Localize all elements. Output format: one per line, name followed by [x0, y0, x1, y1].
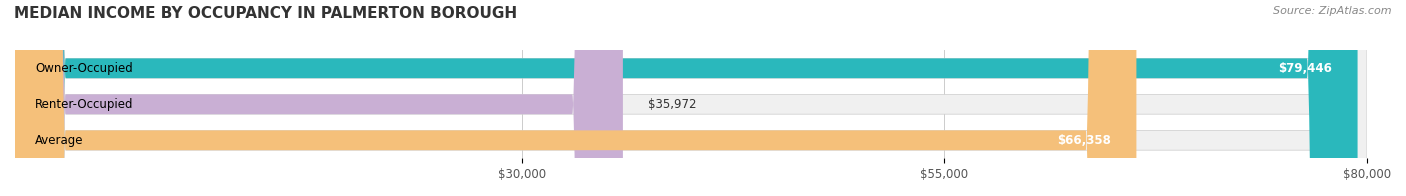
FancyBboxPatch shape [15, 0, 1358, 196]
Text: Owner-Occupied: Owner-Occupied [35, 62, 134, 75]
FancyBboxPatch shape [15, 0, 1136, 196]
Text: MEDIAN INCOME BY OCCUPANCY IN PALMERTON BOROUGH: MEDIAN INCOME BY OCCUPANCY IN PALMERTON … [14, 6, 517, 21]
Text: Source: ZipAtlas.com: Source: ZipAtlas.com [1274, 6, 1392, 16]
Text: Renter-Occupied: Renter-Occupied [35, 98, 134, 111]
FancyBboxPatch shape [15, 0, 623, 196]
Text: $35,972: $35,972 [648, 98, 697, 111]
Text: $79,446: $79,446 [1278, 62, 1333, 75]
FancyBboxPatch shape [15, 0, 1367, 196]
FancyBboxPatch shape [15, 0, 1367, 196]
Text: $66,358: $66,358 [1057, 134, 1111, 147]
Text: Average: Average [35, 134, 84, 147]
FancyBboxPatch shape [15, 0, 1367, 196]
